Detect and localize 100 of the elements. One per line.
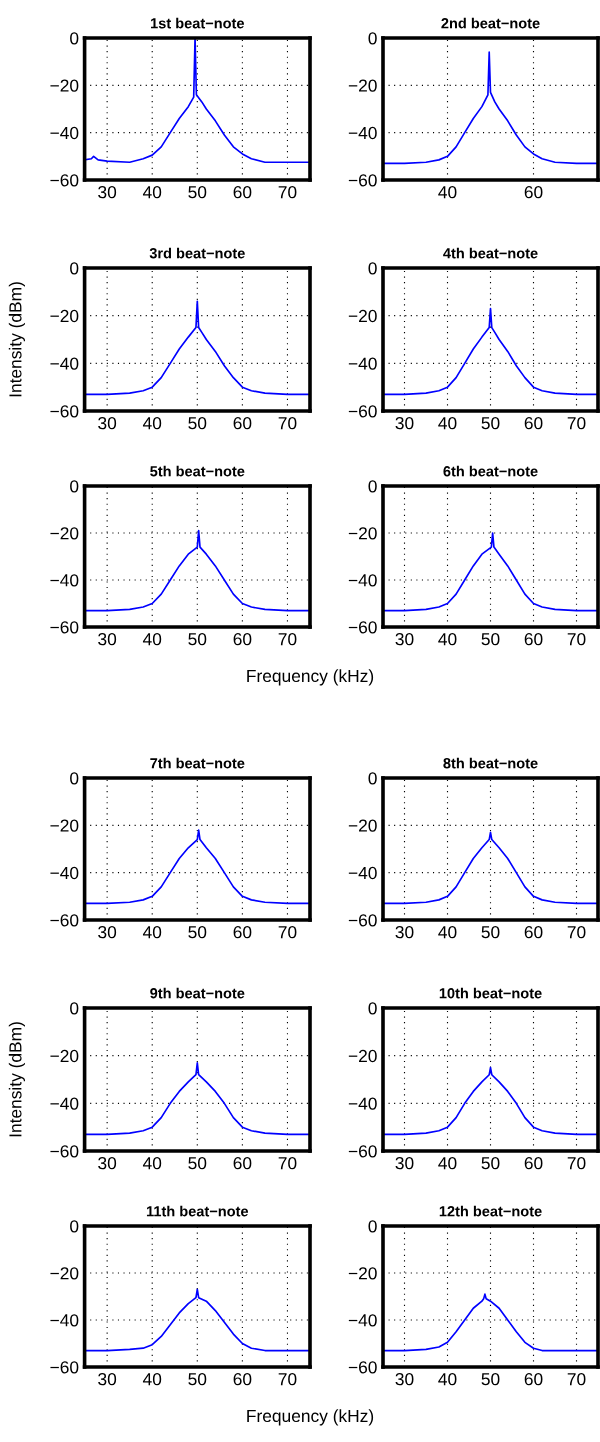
- y-tick-label: −60: [348, 914, 377, 927]
- x-tick-label: 40: [142, 1157, 162, 1170]
- x-tick-label: 50: [481, 417, 500, 430]
- x-tick-label: 30: [98, 926, 117, 939]
- y-tick-label: −40: [50, 574, 79, 587]
- y-tick-label: −20: [50, 1267, 79, 1280]
- x-tick-label: 60: [233, 1373, 252, 1386]
- x-tick-label: 70: [278, 926, 297, 939]
- y-tick-label: −60: [50, 621, 79, 634]
- x-tick-label: 30: [98, 186, 117, 199]
- y-tick-label: −60: [348, 1145, 377, 1158]
- y-tick-label: −60: [348, 621, 377, 634]
- y-tick-label: −60: [50, 405, 79, 418]
- x-tick-label: 50: [188, 1157, 207, 1170]
- y-tick-label: −40: [348, 1314, 377, 1327]
- y-tick-label: 0: [368, 262, 377, 275]
- y-tick-label: −40: [50, 1097, 79, 1110]
- x-tick-label: 30: [98, 1373, 117, 1386]
- line-series: [383, 831, 598, 905]
- chart-title: 2nd beat−note: [441, 17, 540, 29]
- x-tick-label: 50: [188, 926, 207, 939]
- x-tick-label: 40: [142, 417, 162, 430]
- y-tick-label: 0: [70, 1002, 79, 1015]
- x-tick-label: 30: [395, 417, 414, 430]
- x-tick-label: 60: [524, 186, 543, 199]
- line-series: [84, 1288, 310, 1352]
- x-tick-label: 50: [481, 633, 500, 646]
- y-tick-label: 0: [70, 772, 79, 785]
- x-tick-label: 40: [142, 633, 162, 646]
- chart-title: 1st beat−note: [151, 17, 245, 29]
- y-tick-label: −40: [50, 357, 79, 370]
- line-series: [383, 1293, 598, 1352]
- x-tick-label: 70: [567, 633, 586, 646]
- chart-title: 9th beat−note: [150, 987, 245, 999]
- chart-title: 5th beat−note: [150, 465, 245, 477]
- line-series: [383, 1066, 598, 1136]
- line-series: [383, 307, 598, 396]
- x-tick-label: 30: [98, 1157, 117, 1170]
- x-tick-label: 40: [438, 1157, 457, 1170]
- x-tick-label: 30: [395, 1157, 414, 1170]
- x-tick-label: 30: [395, 633, 414, 646]
- y-tick-label: 0: [368, 772, 377, 785]
- y-tick-label: 0: [368, 1002, 377, 1015]
- x-tick-label: 60: [233, 633, 252, 646]
- x-tick-label: 70: [278, 417, 297, 430]
- x-tick-label: 30: [98, 417, 117, 430]
- y-tick-label: −20: [348, 79, 377, 92]
- y-tick-label: 0: [70, 480, 79, 493]
- y-tick-label: −60: [50, 1145, 79, 1158]
- chart-title: 11th beat−note: [146, 1205, 249, 1217]
- x-tick-label: 50: [188, 1373, 207, 1386]
- x-axis-title: Frequency (kHz): [247, 1409, 374, 1426]
- x-tick-label: 40: [438, 1373, 457, 1386]
- line-series: [383, 532, 598, 612]
- y-tick-label: −60: [50, 174, 79, 187]
- y-tick-label: −20: [50, 819, 79, 832]
- y-tick-label: −20: [50, 309, 79, 323]
- x-tick-label: 60: [524, 1373, 543, 1386]
- line-series: [84, 529, 310, 612]
- y-tick-label: 0: [70, 1220, 79, 1233]
- x-tick-label: 60: [233, 1157, 252, 1170]
- y-tick-label: −40: [348, 126, 377, 140]
- x-tick-label: 50: [188, 186, 207, 199]
- y-tick-label: −20: [348, 527, 377, 540]
- y-tick-label: 0: [368, 480, 377, 493]
- y-tick-label: −20: [348, 309, 377, 323]
- line-series: [383, 51, 598, 165]
- x-tick-label: 50: [481, 1157, 500, 1170]
- x-tick-label: 60: [233, 926, 252, 939]
- y-tick-label: −20: [348, 1267, 377, 1280]
- x-tick-label: 40: [142, 926, 162, 939]
- y-axis-title: Intensity (dBm): [8, 282, 25, 397]
- x-tick-label: 50: [188, 633, 207, 646]
- x-tick-label: 40: [438, 633, 457, 646]
- y-tick-label: 0: [70, 32, 79, 45]
- chart-title: 4th beat−note: [443, 247, 538, 259]
- y-tick-label: 0: [70, 262, 79, 275]
- chart-title: 8th beat−note: [443, 757, 538, 769]
- line-series: [84, 300, 310, 396]
- chart-title: 12th beat−note: [439, 1205, 542, 1217]
- y-tick-label: −20: [50, 79, 79, 92]
- y-tick-label: 0: [368, 32, 377, 45]
- x-tick-label: 60: [524, 417, 543, 430]
- x-tick-label: 70: [278, 1157, 297, 1170]
- x-tick-label: 30: [395, 926, 414, 939]
- y-tick-label: −20: [348, 1049, 377, 1063]
- x-tick-label: 50: [188, 417, 207, 430]
- x-tick-label: 60: [233, 186, 252, 199]
- line-series: [84, 1061, 310, 1136]
- y-tick-label: −60: [50, 1361, 79, 1374]
- x-tick-label: 30: [98, 633, 117, 646]
- x-tick-label: 70: [567, 1373, 586, 1386]
- y-tick-label: −40: [50, 866, 79, 880]
- x-tick-label: 50: [481, 926, 500, 939]
- y-tick-label: −60: [348, 405, 377, 418]
- y-tick-label: −40: [348, 866, 377, 880]
- y-tick-label: −40: [348, 357, 377, 370]
- x-tick-label: 40: [142, 186, 162, 199]
- y-tick-label: −40: [348, 1097, 377, 1110]
- y-tick-label: −40: [348, 574, 377, 587]
